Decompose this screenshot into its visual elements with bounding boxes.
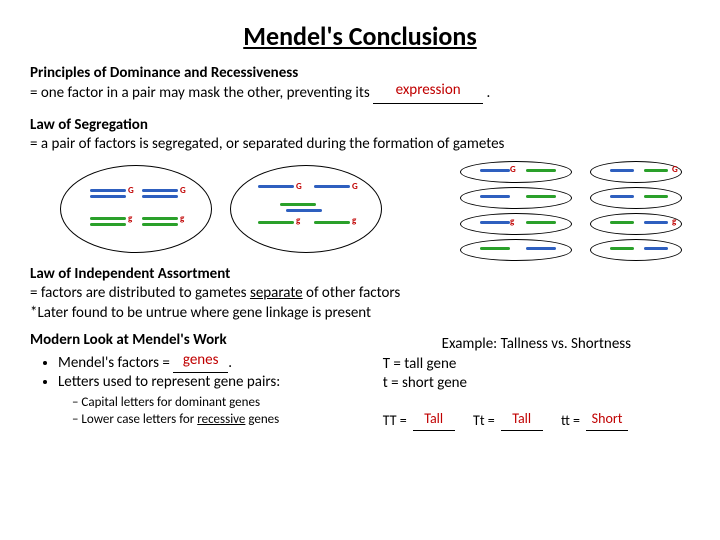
dash-lower-after: genes bbox=[245, 412, 279, 427]
blank-genes: genes bbox=[173, 353, 228, 374]
dash-lower-underlined: recessive bbox=[197, 412, 245, 427]
dash-lower: Lower case letters for recessive genes bbox=[72, 412, 353, 429]
example-title: Example: Tallness vs. Shortness bbox=[383, 335, 690, 355]
tt-mixed-label: Tt = bbox=[473, 412, 495, 430]
dash-lower-before: Lower case letters for bbox=[81, 412, 197, 427]
tt-upper-label: TT = bbox=[383, 412, 407, 430]
independent-text-before: = factors are distributed to gametes bbox=[30, 284, 250, 302]
page-title: Mendel's Conclusions bbox=[30, 20, 690, 54]
bullet-factors-after: . bbox=[228, 354, 232, 372]
dominance-text-before: = one factor in a pair may mask the othe… bbox=[30, 84, 373, 102]
example-line2: t = short gene bbox=[383, 374, 690, 394]
modern-heading: Modern Look at Mendel's Work bbox=[30, 331, 227, 349]
dash-capital: Capital letters for dominant genes bbox=[72, 395, 353, 412]
blank-TT: Tall bbox=[413, 412, 455, 431]
segregation-diagram: G G g g G G g g GG gg bbox=[30, 161, 690, 259]
blank-Tt: Tall bbox=[501, 412, 543, 431]
fill-genes: genes bbox=[183, 351, 219, 369]
fill-expression: expression bbox=[396, 81, 461, 99]
fill-Tt: Tall bbox=[512, 410, 531, 427]
segregation-text: = a pair of factors is segregated, or se… bbox=[30, 135, 504, 153]
example-line1: T = tall gene bbox=[383, 355, 690, 375]
blank-expression: expression bbox=[373, 83, 483, 104]
segregation-heading: Law of Segregation bbox=[30, 116, 148, 134]
dominance-heading: Principles of Dominance and Recessivenes… bbox=[30, 64, 298, 82]
independent-heading: Law of Independent Assortment bbox=[30, 265, 230, 283]
fill-TT: Tall bbox=[424, 410, 443, 427]
blank-tt: Short bbox=[586, 412, 628, 431]
bullet-factors: Mendel's factors = genes. bbox=[58, 353, 353, 374]
bullet-factors-before: Mendel's factors = bbox=[58, 354, 173, 372]
bullet-letters: Letters used to represent gene pairs: bbox=[58, 373, 353, 393]
dominance-text-after: . bbox=[487, 84, 491, 102]
tt-lower-label: tt = bbox=[561, 412, 580, 430]
fill-tt: Short bbox=[592, 410, 623, 427]
independent-note: *Later found to be untrue where gene lin… bbox=[30, 304, 371, 322]
independent-text-after: of other factors bbox=[303, 284, 401, 302]
independent-underlined: separate bbox=[250, 284, 303, 302]
